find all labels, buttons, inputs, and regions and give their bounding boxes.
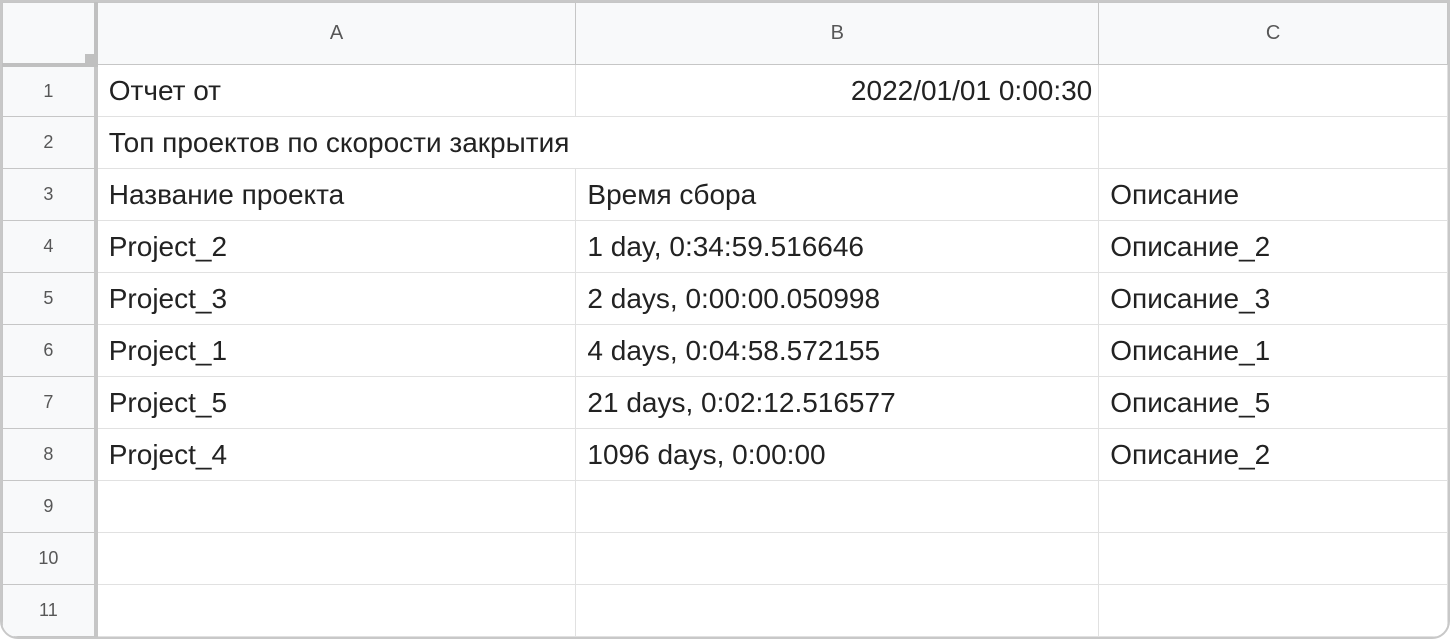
table-row: 4 Project_2 1 day, 0:34:59.516646 Описан… xyxy=(2,220,1448,273)
row-header-4[interactable]: 4 xyxy=(2,220,98,273)
row-header-11[interactable]: 11 xyxy=(2,584,98,637)
table-row: 1 Отчет от 2022/01/01 0:00:30 xyxy=(2,64,1448,117)
cell-a3[interactable]: Название проекта xyxy=(95,168,577,221)
cell-c11[interactable] xyxy=(1098,584,1448,637)
cell-c2[interactable] xyxy=(1098,116,1448,169)
cell-a11[interactable] xyxy=(95,584,577,637)
row-header-9[interactable]: 9 xyxy=(2,480,98,533)
cell-a9[interactable] xyxy=(95,480,577,533)
column-header-b[interactable]: B xyxy=(575,2,1100,65)
cell-b6[interactable]: 4 days, 0:04:58.572155 xyxy=(575,324,1100,377)
cell-b11[interactable] xyxy=(575,584,1100,637)
cell-c8[interactable]: Описание_2 xyxy=(1098,428,1448,481)
cell-c4[interactable]: Описание_2 xyxy=(1098,220,1448,273)
cell-a7[interactable]: Project_5 xyxy=(95,376,577,429)
row-header-3[interactable]: 3 xyxy=(2,168,98,221)
cell-b10[interactable] xyxy=(575,532,1100,585)
column-header-row: A B C xyxy=(2,2,1448,67)
table-row: 2 Топ проектов по скорости закрытия xyxy=(2,116,1448,169)
table-row: 8 Project_4 1096 days, 0:00:00 Описание_… xyxy=(2,428,1448,481)
cell-b3[interactable]: Время сбора xyxy=(575,168,1100,221)
select-all-corner[interactable] xyxy=(2,2,98,67)
cell-b2[interactable] xyxy=(575,116,1100,169)
table-row: 11 xyxy=(2,584,1448,637)
column-header-c[interactable]: C xyxy=(1098,2,1448,65)
column-header-a[interactable]: A xyxy=(95,2,577,65)
cell-b8[interactable]: 1096 days, 0:00:00 xyxy=(575,428,1100,481)
row-header-7[interactable]: 7 xyxy=(2,376,98,429)
table-row: 5 Project_3 2 days, 0:00:00.050998 Описа… xyxy=(2,272,1448,325)
row-header-1[interactable]: 1 xyxy=(2,64,98,117)
cell-c7[interactable]: Описание_5 xyxy=(1098,376,1448,429)
table-row: 10 xyxy=(2,532,1448,585)
table-row: 3 Название проекта Время сбора Описание xyxy=(2,168,1448,221)
cell-c1[interactable] xyxy=(1098,64,1448,117)
cell-b5[interactable]: 2 days, 0:00:00.050998 xyxy=(575,272,1100,325)
cell-c5[interactable]: Описание_3 xyxy=(1098,272,1448,325)
table-row: 7 Project_5 21 days, 0:02:12.516577 Опис… xyxy=(2,376,1448,429)
cell-a6[interactable]: Project_1 xyxy=(95,324,577,377)
cell-a5[interactable]: Project_3 xyxy=(95,272,577,325)
cell-a4[interactable]: Project_2 xyxy=(95,220,577,273)
cell-c6[interactable]: Описание_1 xyxy=(1098,324,1448,377)
row-header-8[interactable]: 8 xyxy=(2,428,98,481)
cell-c9[interactable] xyxy=(1098,480,1448,533)
row-header-5[interactable]: 5 xyxy=(2,272,98,325)
cell-a1[interactable]: Отчет от xyxy=(95,64,577,117)
cell-a8[interactable]: Project_4 xyxy=(95,428,577,481)
cell-b7[interactable]: 21 days, 0:02:12.516577 xyxy=(575,376,1100,429)
row-header-2[interactable]: 2 xyxy=(2,116,98,169)
cell-b4[interactable]: 1 day, 0:34:59.516646 xyxy=(575,220,1100,273)
cell-b9[interactable] xyxy=(575,480,1100,533)
cell-b1[interactable]: 2022/01/01 0:00:30 xyxy=(575,64,1100,117)
cell-c3[interactable]: Описание xyxy=(1098,168,1448,221)
cell-a2[interactable]: Топ проектов по скорости закрытия xyxy=(95,116,576,169)
table-row: 9 xyxy=(2,480,1448,533)
table-row: 6 Project_1 4 days, 0:04:58.572155 Описа… xyxy=(2,324,1448,377)
cell-a10[interactable] xyxy=(95,532,577,585)
row-header-10[interactable]: 10 xyxy=(2,532,98,585)
row-header-6[interactable]: 6 xyxy=(2,324,98,377)
cell-c10[interactable] xyxy=(1098,532,1448,585)
